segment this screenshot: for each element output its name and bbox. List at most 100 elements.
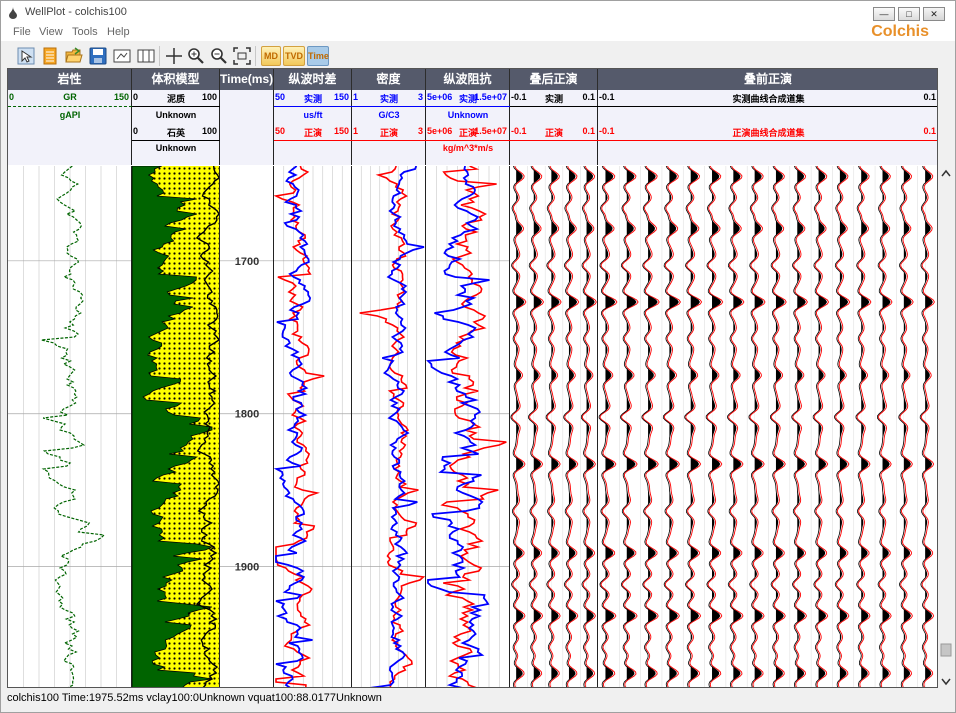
track-legend-poststack[interactable]: -0.1 实测 0.1 -0.1 正演 0.1 bbox=[510, 90, 598, 165]
status-text: colchis100 Time:1975.52ms vclay100:0Unkn… bbox=[7, 692, 382, 704]
save-icon[interactable] bbox=[87, 45, 109, 67]
export-icon[interactable] bbox=[111, 45, 133, 67]
track-canvas-poststack bbox=[510, 166, 597, 687]
toolbar-separator bbox=[159, 46, 160, 66]
legend-max: 0.1 bbox=[923, 92, 936, 102]
crosshair-icon[interactable] bbox=[163, 45, 185, 67]
time-tick-label: 1900 bbox=[235, 562, 259, 574]
seismic-trace bbox=[598, 166, 618, 687]
track-body-poststack[interactable] bbox=[510, 166, 598, 687]
legend-max: 1.5e+07 bbox=[474, 92, 507, 102]
toolbar-separator bbox=[255, 46, 256, 66]
scroll-up-icon bbox=[941, 169, 951, 177]
legend-unit: gAPI bbox=[59, 110, 81, 120]
legend-max: 0.1 bbox=[923, 126, 936, 136]
track-legend-density[interactable]: 1 实测 3 G/C3 1 正演 3 bbox=[352, 90, 426, 165]
track-canvas-time: 1700 1800 1900 bbox=[220, 256, 273, 574]
seismic-trace bbox=[855, 166, 872, 687]
legend-min: 1 bbox=[353, 126, 359, 136]
legend-min: 5e+06 bbox=[427, 92, 453, 102]
track-header-density[interactable]: 密度 bbox=[352, 69, 426, 90]
legend-curve-name: 正演 bbox=[458, 128, 477, 138]
track-body-time[interactable]: 1700 1800 1900 bbox=[220, 166, 274, 687]
seismic-trace bbox=[812, 166, 830, 687]
track-header-impedance[interactable]: 纵波阻抗 bbox=[426, 69, 510, 90]
track-header-time[interactable]: Time(ms) bbox=[220, 69, 274, 90]
track-body-dt[interactable] bbox=[274, 166, 352, 687]
legend-max: 150 bbox=[333, 126, 349, 136]
seismic-trace bbox=[563, 166, 580, 687]
track-legend-dt[interactable]: 50 实测 150 us/ft 50 正演 150 bbox=[274, 90, 352, 165]
list-icon[interactable] bbox=[39, 45, 61, 67]
well-plot[interactable]: 岩性 0 GR 150 gAPI 体积模型 0 泥质 100 Unknown 0 石英 100 Unkno… bbox=[7, 68, 938, 688]
track-body-volume[interactable] bbox=[132, 166, 220, 687]
legend-min: 1 bbox=[353, 92, 359, 102]
legend-unit: us/ft bbox=[303, 110, 323, 120]
time-mode-button[interactable]: Time bbox=[307, 46, 329, 66]
legend-min: 0 bbox=[9, 92, 15, 102]
measured-curve bbox=[370, 166, 425, 687]
legend-line bbox=[352, 140, 426, 141]
time-tick-label: 1800 bbox=[235, 409, 259, 421]
fit-icon[interactable] bbox=[231, 45, 253, 67]
md-mode-button[interactable]: MD bbox=[261, 46, 281, 66]
legend-unit: kg/m^3*m/s bbox=[442, 143, 494, 153]
legend-curve-name: 实测 bbox=[544, 94, 563, 104]
track-legend-lithology[interactable]: 0 GR 150 gAPI bbox=[8, 90, 132, 165]
track-header-dt[interactable]: 纵波时差 bbox=[274, 69, 352, 90]
legend-line bbox=[352, 106, 426, 107]
brand-logo: Colchis bbox=[871, 23, 929, 40]
pointer-icon[interactable] bbox=[15, 45, 37, 67]
track-canvas-impedance bbox=[426, 166, 509, 687]
legend-curve-name: 石英 bbox=[166, 128, 185, 138]
legend-curve-name: 正演 bbox=[303, 128, 322, 138]
track-canvas-prestack bbox=[598, 166, 935, 687]
total-volume-curve bbox=[195, 166, 219, 687]
vertical-scrollbar[interactable] bbox=[938, 166, 954, 689]
legend-line bbox=[598, 106, 937, 107]
seismic-trace bbox=[791, 166, 808, 687]
menu-file[interactable]: File bbox=[13, 26, 31, 38]
zoom-in-icon[interactable] bbox=[185, 45, 207, 67]
track-body-density[interactable] bbox=[352, 166, 426, 687]
minimize-button[interactable]: — bbox=[873, 7, 895, 21]
legend-line bbox=[510, 106, 598, 107]
track-body-impedance[interactable] bbox=[426, 166, 510, 687]
close-button[interactable]: ✕ bbox=[923, 7, 945, 21]
menu-tools[interactable]: Tools bbox=[72, 26, 98, 38]
seismic-trace bbox=[641, 166, 660, 687]
legend-line bbox=[426, 106, 510, 107]
track-header-prestack[interactable]: 叠前正演 bbox=[598, 69, 937, 90]
legend-min: 50 bbox=[275, 126, 286, 136]
columns-icon[interactable] bbox=[135, 45, 157, 67]
track-header-lithology[interactable]: 岩性 bbox=[8, 69, 132, 90]
menu-view[interactable]: View bbox=[39, 26, 63, 38]
legend-curve-name: 实测 bbox=[458, 94, 477, 104]
legend-min: -0.1 bbox=[599, 92, 615, 102]
seismic-trace bbox=[545, 166, 562, 687]
legend-line bbox=[132, 140, 220, 141]
zoom-out-icon[interactable] bbox=[208, 45, 230, 67]
track-canvas-lithology bbox=[8, 166, 131, 687]
track-legend-prestack[interactable]: -0.1 实测曲线合成道集 0.1 -0.1 正演曲线合成道集 0.1 bbox=[598, 90, 937, 165]
legend-line bbox=[274, 106, 352, 107]
open-folder-icon[interactable] bbox=[63, 45, 85, 67]
track-body-lithology[interactable] bbox=[8, 166, 132, 687]
track-legend-volume[interactable]: 0 泥质 100 Unknown 0 石英 100 Unknown bbox=[132, 90, 220, 165]
app-drop-icon bbox=[9, 7, 17, 19]
track-header-poststack[interactable]: 叠后正演 bbox=[510, 69, 598, 90]
maximize-button[interactable]: □ bbox=[898, 7, 920, 21]
track-legend-impedance[interactable]: 5e+06 实测 1.5e+07 Unknown 5e+06 正演 1.5e+07 kg/m^… bbox=[426, 90, 510, 165]
toolbar: MD TVD Time bbox=[1, 41, 955, 69]
legend-unit: G/C3 bbox=[378, 110, 400, 120]
tvd-mode-button[interactable]: TVD bbox=[283, 46, 305, 66]
menu-help[interactable]: Help bbox=[107, 26, 130, 38]
legend-max: 150 bbox=[113, 92, 129, 102]
legend-min: 0 bbox=[133, 126, 139, 136]
legend-max: 3 bbox=[417, 92, 423, 102]
track-body-prestack[interactable] bbox=[598, 166, 937, 687]
legend-min: -0.1 bbox=[511, 92, 527, 102]
track-header-volume[interactable]: 体积模型 bbox=[132, 69, 220, 90]
track-legend-time[interactable] bbox=[220, 90, 274, 165]
